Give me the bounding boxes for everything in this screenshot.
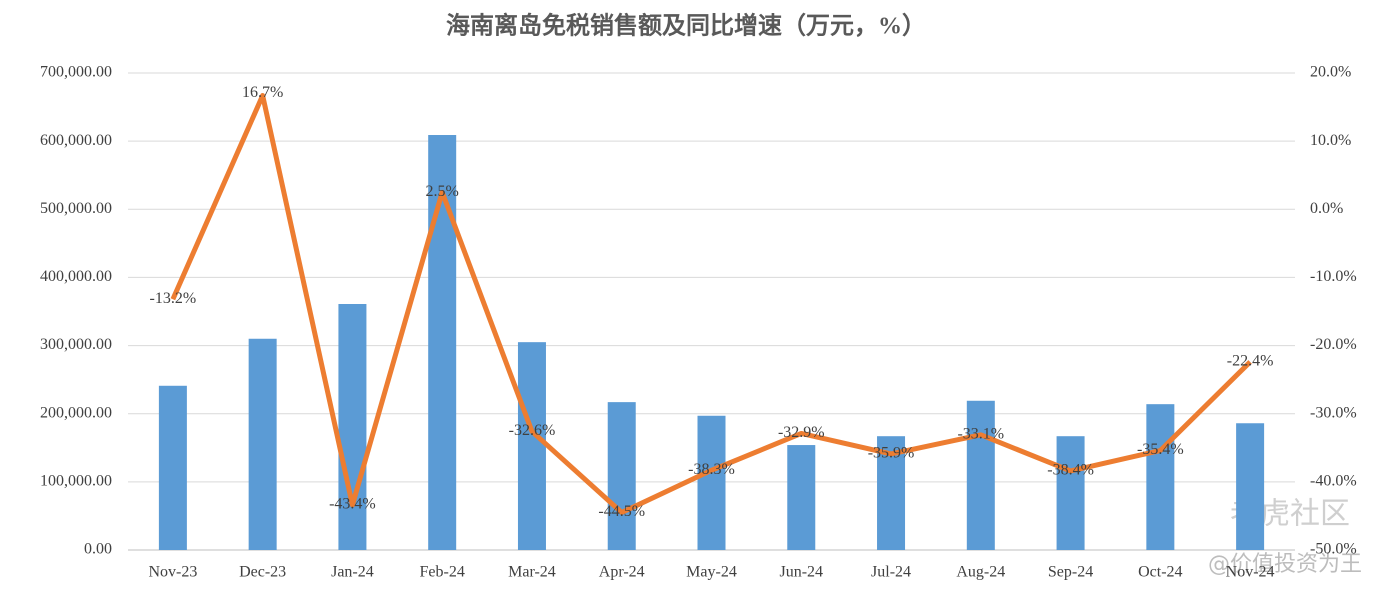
x-tick-label: Nov-24 xyxy=(1226,564,1275,581)
y2-tick-label: -10.0% xyxy=(1310,268,1357,285)
y2-tick-label: 20.0% xyxy=(1310,64,1351,81)
x-tick-label: May-24 xyxy=(686,564,737,581)
y-tick-label: 700,000.00 xyxy=(40,64,112,81)
line xyxy=(170,92,1252,516)
bar xyxy=(338,304,367,550)
x-tick-label: Jan-24 xyxy=(331,564,374,581)
data-label: -35.9% xyxy=(868,445,915,462)
bar xyxy=(697,415,726,550)
bar xyxy=(517,342,546,550)
bar xyxy=(1236,423,1265,550)
x-tick-label: Dec-23 xyxy=(239,564,286,581)
data-label: -33.1% xyxy=(957,426,1004,443)
bar xyxy=(248,338,277,550)
x-tick-label: Apr-24 xyxy=(599,564,645,581)
bar xyxy=(158,385,187,550)
y-tick-label: 400,000.00 xyxy=(40,268,112,285)
x-tick-label: Nov-23 xyxy=(148,564,197,581)
x-tick-label: Jun-24 xyxy=(779,564,823,581)
data-label: -43.4% xyxy=(329,496,376,513)
bar xyxy=(1056,436,1085,550)
x-tick-label: Aug-24 xyxy=(956,564,1005,581)
data-label: 2.5% xyxy=(426,183,459,200)
x-tick-label: Feb-24 xyxy=(420,564,465,581)
x-tick-label: Oct-24 xyxy=(1138,564,1182,581)
y-tick-label: 500,000.00 xyxy=(40,200,112,217)
x-tick-label: Jul-24 xyxy=(871,564,911,581)
chart-title: 海南离岛免税销售额及同比增速（万元，%） xyxy=(446,12,926,40)
x-tick-label: Sep-24 xyxy=(1048,564,1093,581)
data-label: -32.9% xyxy=(778,424,825,441)
data-label: -38.4% xyxy=(1047,462,1094,479)
data-label: -22.4% xyxy=(1227,353,1274,370)
y-tick-label: 300,000.00 xyxy=(40,336,112,353)
y2-tick-label: 0.0% xyxy=(1310,200,1343,217)
y2-tick-label: -50.0% xyxy=(1310,541,1357,558)
data-label: -44.5% xyxy=(598,503,645,520)
data-label: -32.6% xyxy=(509,422,556,439)
bar xyxy=(1146,404,1175,550)
data-label: -35.4% xyxy=(1137,441,1184,458)
bar xyxy=(607,402,636,550)
y-tick-label: 200,000.00 xyxy=(40,404,112,421)
x-tick-label: Mar-24 xyxy=(508,564,556,581)
y-tick-label: 600,000.00 xyxy=(40,132,112,149)
y-tick-label: 0.00 xyxy=(84,541,112,558)
y2-tick-label: -20.0% xyxy=(1310,336,1357,353)
y2-tick-label: 10.0% xyxy=(1310,132,1351,149)
data-label: -38.3% xyxy=(688,461,735,478)
bar xyxy=(966,400,995,550)
watermark-handle: @价值投资为王 xyxy=(1208,552,1362,577)
y-tick-label: 100,000.00 xyxy=(40,473,112,490)
y2-tick-label: -40.0% xyxy=(1310,473,1357,490)
data-label: -13.2% xyxy=(150,290,197,307)
bar xyxy=(428,135,457,550)
y2-tick-label: -30.0% xyxy=(1310,404,1357,421)
data-label: 16.7% xyxy=(242,84,283,101)
bar xyxy=(787,445,816,550)
